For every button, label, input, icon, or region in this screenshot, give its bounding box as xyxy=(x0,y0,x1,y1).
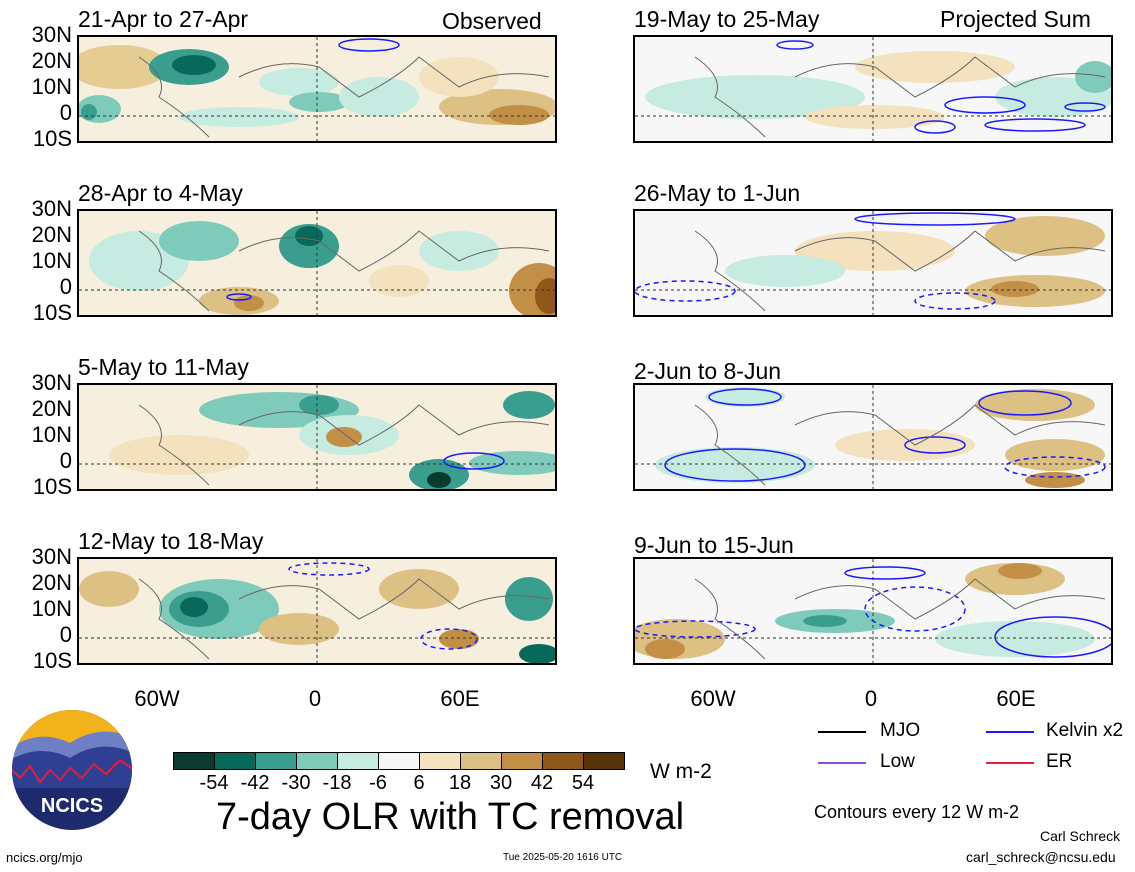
panel-title-l1: 21-Apr to 27-Apr xyxy=(78,6,249,32)
contours-note: Contours every 12 W m-2 xyxy=(814,802,1020,822)
y-tick-label: 10S xyxy=(32,474,72,499)
legend-mjo: MJO xyxy=(880,720,921,741)
map-panel-l1 xyxy=(77,35,557,143)
x-tick-60w-right: 60W xyxy=(690,686,736,711)
logo-text: NCICS xyxy=(41,795,103,817)
map-panel-r1 xyxy=(633,35,1113,143)
y-tick-label: 20N xyxy=(31,48,72,73)
y-tick-label: 30N xyxy=(31,370,72,395)
colorbar-swatch xyxy=(460,752,502,770)
timestamp: Tue 2025-05-20 1616 UTC xyxy=(503,852,623,863)
x-tick-0-right: 0 xyxy=(864,686,878,711)
y-tick-label: 20N xyxy=(31,222,72,247)
colorbar-tick-label: 30 xyxy=(489,772,513,794)
colorbar-swatch xyxy=(378,752,420,770)
colorbar-swatch xyxy=(501,752,543,770)
ncics-logo: NCICS xyxy=(10,708,134,832)
y-tick-label: 0 xyxy=(59,100,72,125)
colorbar-tick-label: 18 xyxy=(448,772,472,794)
colorbar-tick-label: -18 xyxy=(322,772,352,794)
y-tick-label: 30N xyxy=(31,196,72,221)
y-tick-label: 0 xyxy=(59,274,72,299)
panel-title-r3: 2-Jun to 8-Jun xyxy=(634,358,782,384)
colorbar-tick-label: 54 xyxy=(571,772,595,794)
y-tick-label: 0 xyxy=(59,448,72,473)
colorbar-tick-label: -42 xyxy=(240,772,270,794)
map-panel-l3 xyxy=(77,383,557,491)
colorbar-swatch xyxy=(419,752,461,770)
author-email[interactable]: carl_schreck@ncsu.edu xyxy=(966,849,1116,865)
mjo-line-swatch xyxy=(818,731,866,733)
colorbar-tick-label: 6 xyxy=(413,772,425,794)
y-tick-label: 30N xyxy=(31,544,72,569)
map-panel-r2 xyxy=(633,209,1113,317)
er-line-swatch xyxy=(986,762,1034,764)
colorbar-swatch xyxy=(542,752,584,770)
map-panel-r4 xyxy=(633,557,1113,665)
panel-title-r4: 9-Jun to 15-Jun xyxy=(634,532,794,558)
y-tick-label: 0 xyxy=(59,622,72,647)
panel-title-l4: 12-May to 18-May xyxy=(78,528,264,554)
kelvin-line-swatch xyxy=(986,731,1034,733)
colorbar-swatch xyxy=(173,752,215,770)
colorbar-swatch xyxy=(296,752,338,770)
map-panel-l2 xyxy=(77,209,557,317)
y-tick-label: 20N xyxy=(31,570,72,595)
x-tick-60w-left: 60W xyxy=(134,686,180,711)
site-link[interactable]: ncics.org/mjo xyxy=(6,850,83,865)
legend-kelvin: Kelvin x2 xyxy=(1046,720,1124,741)
low-line-swatch xyxy=(818,762,866,764)
y-tick-label: 10N xyxy=(31,248,72,273)
colorbar-swatch xyxy=(583,752,625,770)
legend-low: Low xyxy=(880,751,915,772)
colorbar-unit: W m-2 xyxy=(650,760,712,783)
main-title: 7-day OLR with TC removal xyxy=(216,796,685,838)
y-tick-label: 10N xyxy=(31,74,72,99)
y-tick-label: 10N xyxy=(31,422,72,447)
x-tick-60e-right: 60E xyxy=(996,686,1036,711)
colorbar-swatch xyxy=(214,752,256,770)
colorbar-tick-label: -30 xyxy=(281,772,311,794)
observed-label: Observed xyxy=(442,8,542,34)
y-tick-label: 10N xyxy=(31,596,72,621)
panel-title-r1: 19-May to 25-May xyxy=(634,6,820,32)
colorbar-tick-label: -54 xyxy=(199,772,229,794)
legend-er: ER xyxy=(1046,751,1073,772)
x-tick-0-left: 0 xyxy=(308,686,322,711)
projected-label: Projected Sum xyxy=(940,6,1091,32)
panel-title-r2: 26-May to 1-Jun xyxy=(634,180,801,206)
y-tick-label: 30N xyxy=(31,22,72,47)
panel-title-l2: 28-Apr to 4-May xyxy=(78,180,243,206)
panel-title-l3: 5-May to 11-May xyxy=(78,354,249,380)
colorbar-swatch xyxy=(337,752,379,770)
map-panel-l4 xyxy=(77,557,557,665)
colorbar-tick-label: -6 xyxy=(369,772,387,794)
author: Carl Schreck xyxy=(1040,828,1121,844)
x-tick-60e-left: 60E xyxy=(440,686,480,711)
colorbar-tick-label: 42 xyxy=(530,772,554,794)
colorbar-swatch xyxy=(255,752,297,770)
y-tick-label: 20N xyxy=(31,396,72,421)
y-tick-label: 10S xyxy=(32,648,72,673)
y-tick-label: 10S xyxy=(32,300,72,325)
y-tick-label: 10S xyxy=(32,126,72,151)
map-panel-r3 xyxy=(633,383,1113,491)
